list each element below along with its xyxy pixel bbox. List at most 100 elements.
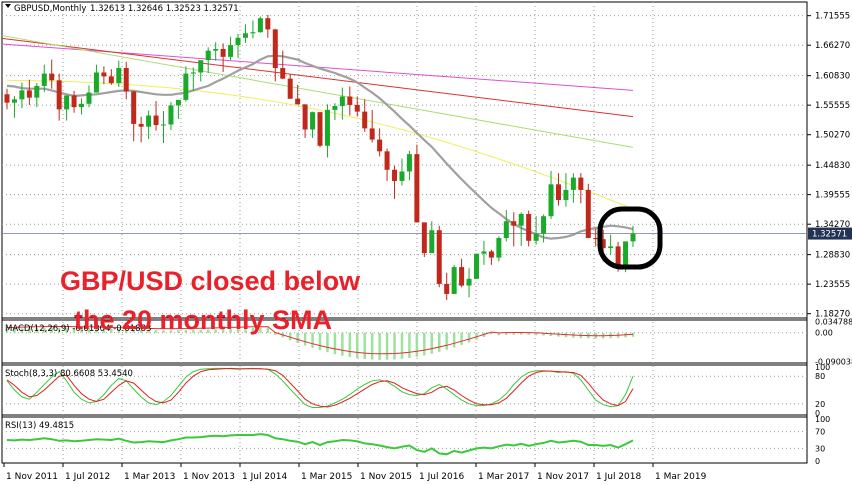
- current-price-marker: [808, 227, 852, 240]
- candle-body: [332, 106, 338, 110]
- candle-body: [421, 222, 427, 254]
- candle-body: [384, 151, 390, 170]
- time-label: 1 Jul 2016: [419, 472, 464, 482]
- candle: [369, 109, 375, 143]
- price-label: 1.50270: [815, 131, 850, 141]
- rsi-axis-label: 100: [815, 415, 830, 424]
- rsi-axis-label: 0: [815, 457, 820, 466]
- highlight-ellipse: [597, 206, 663, 270]
- candle-body: [496, 238, 502, 258]
- candle-body: [11, 99, 17, 103]
- candle-body: [250, 32, 256, 34]
- candle: [317, 112, 323, 148]
- candle: [183, 66, 189, 102]
- stochastic-panel: Stoch(8,3,3) 80.6608 53.4540: [2, 367, 807, 408]
- candle-body: [198, 60, 204, 73]
- candle: [79, 98, 85, 115]
- candle: [451, 264, 457, 294]
- time-label: 1 Nov 2013: [183, 472, 235, 482]
- candle: [71, 90, 77, 113]
- candle-body: [362, 111, 368, 129]
- candle: [108, 69, 114, 85]
- candle-body: [287, 78, 293, 99]
- candle-body: [369, 128, 375, 140]
- stoch-label: Stoch(8,3,3) 80.6608 53.4540: [5, 369, 133, 379]
- candle: [518, 212, 524, 246]
- candle: [101, 66, 107, 85]
- price-label: 1.66270: [815, 41, 850, 51]
- candle-body: [153, 115, 159, 126]
- candle-body: [615, 246, 621, 269]
- candle: [116, 60, 122, 88]
- candle-body: [295, 98, 301, 105]
- macd-panel: MACD(12,26,9) -0.01304 -0.01883: [2, 324, 807, 360]
- candle: [123, 61, 129, 100]
- candle: [421, 222, 427, 258]
- annotation-line1: GBP/USD closed below: [60, 266, 361, 296]
- rsi-label: RSI(13) 49.4815: [5, 421, 74, 431]
- candle-body: [265, 18, 271, 30]
- candle-body: [161, 124, 166, 126]
- candle: [19, 82, 25, 109]
- candle: [26, 79, 32, 105]
- stoch-main-line: [6, 367, 634, 408]
- candle: [377, 128, 383, 157]
- candle-body: [347, 96, 353, 105]
- candle: [481, 240, 487, 265]
- candle-body: [64, 95, 70, 110]
- candle-body: [235, 37, 241, 46]
- candle: [429, 221, 435, 254]
- candle: [362, 99, 368, 132]
- ohlc-readout: 1.32613 1.32646 1.32523 1.32571: [90, 4, 239, 14]
- candle: [444, 272, 450, 301]
- stoch-signal-line: [6, 367, 634, 408]
- candle: [153, 100, 159, 131]
- candle-body: [608, 246, 614, 249]
- candle: [563, 173, 569, 207]
- candle-body: [190, 72, 196, 74]
- overlay: GBP/USD closed below the 20 monthly SMA: [60, 206, 663, 335]
- time-label: 1 Mar 2019: [655, 472, 707, 482]
- candle: [585, 183, 591, 239]
- candle: [392, 165, 398, 199]
- candle: [570, 173, 576, 203]
- candle-body: [26, 90, 32, 98]
- candle-body: [116, 67, 122, 84]
- time-label: 1 Jul 2018: [596, 472, 641, 482]
- price-label: 1.60830: [815, 72, 850, 82]
- candle: [235, 33, 241, 58]
- candle: [56, 73, 62, 121]
- candle: [511, 212, 517, 247]
- candle: [205, 47, 211, 74]
- grid: [1, 1, 808, 464]
- candle: [533, 216, 539, 245]
- candle-body: [4, 94, 10, 103]
- candle: [555, 173, 561, 206]
- candle-body: [436, 230, 442, 284]
- candle-body: [272, 29, 278, 68]
- candle-body: [220, 48, 226, 57]
- annotation-line2: the 20 monthly SMA: [74, 305, 332, 335]
- candle: [242, 24, 248, 43]
- candle-body: [228, 45, 234, 57]
- candle-body: [541, 216, 547, 234]
- candle-body: [585, 189, 591, 239]
- macd-axis-label: 0.00: [815, 329, 833, 338]
- candle-body: [310, 112, 316, 130]
- candle: [503, 210, 509, 242]
- time-label: 1 Jul 2014: [242, 472, 287, 482]
- price-panel: [1, 14, 807, 301]
- candle-body: [101, 72, 107, 77]
- candle-body: [146, 115, 152, 127]
- price-label: 1.44830: [815, 161, 850, 171]
- stoch-axis-label: 0: [815, 409, 820, 418]
- time-label: 1 Nov 2011: [6, 472, 58, 482]
- candle: [49, 59, 55, 89]
- candle: [220, 43, 226, 72]
- candle: [384, 148, 390, 181]
- candle: [257, 16, 263, 33]
- candle: [168, 102, 174, 131]
- candle: [406, 150, 412, 181]
- candle: [34, 83, 40, 108]
